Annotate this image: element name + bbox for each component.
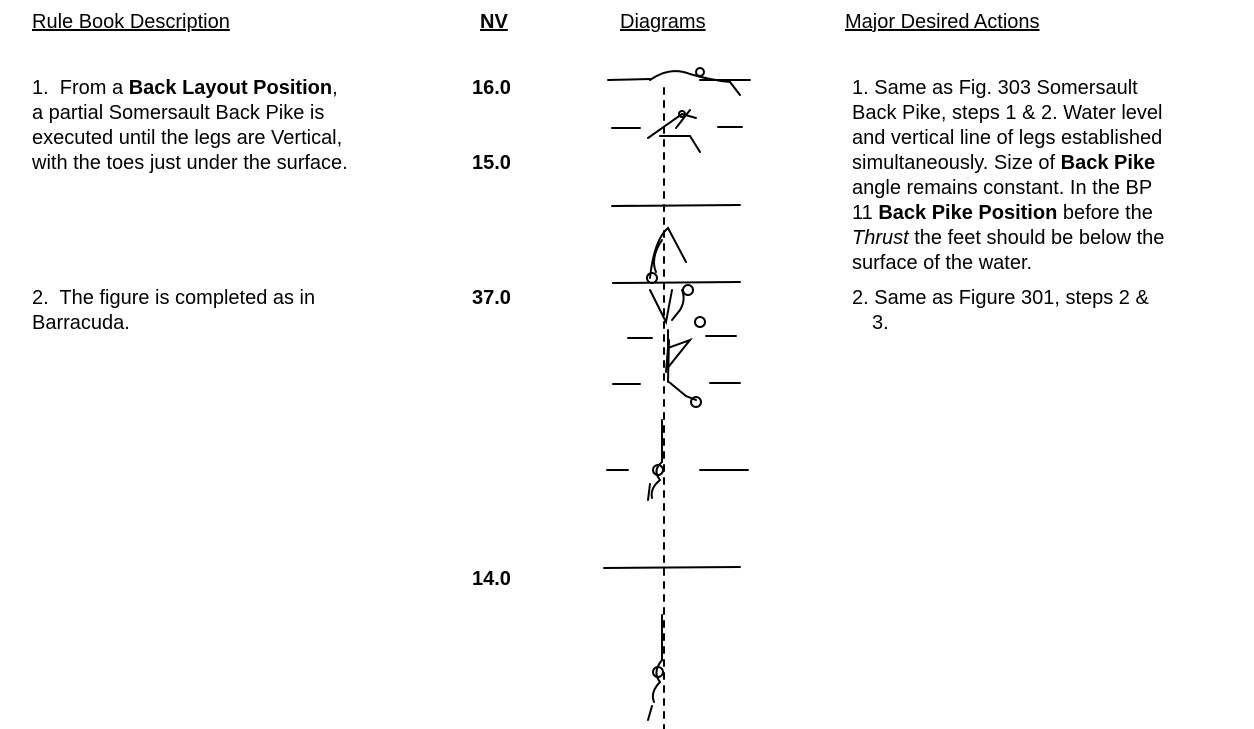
description-line: Barracuda.	[32, 311, 130, 335]
column-header: Diagrams	[620, 11, 706, 33]
text-run: Barracuda.	[32, 312, 130, 334]
text-run: a partial Somersault Back Pike is	[32, 102, 325, 124]
text-run: Thrust	[852, 227, 909, 249]
text-run: Back Pike, steps 1 & 2. Water level	[852, 102, 1163, 124]
text-run: surface of the water.	[852, 252, 1033, 274]
column-header: Rule Book Description	[32, 11, 230, 33]
text-run: before the	[1057, 202, 1153, 224]
text-run: with the toes just under the surface.	[32, 152, 348, 174]
figures	[646, 67, 741, 721]
action-line: surface of the water.	[852, 251, 1032, 275]
description-line: with the toes just under the surface.	[32, 151, 348, 175]
nv-value: 16.0	[472, 77, 511, 99]
column-header: Major Desired Actions	[845, 11, 1040, 33]
description-line: executed until the legs are Vertical,	[32, 126, 342, 150]
description-line: a partial Somersault Back Pike is	[32, 101, 324, 125]
action-line: Back Pike, steps 1 & 2. Water level	[852, 101, 1163, 125]
description-line: 1. From a Back Layout Position,	[32, 76, 338, 100]
water-lines	[603, 78, 751, 569]
action-line: 11 Back Pike Position before the	[852, 201, 1153, 225]
text-run: ,	[332, 77, 338, 99]
action-line: 3.	[872, 311, 889, 335]
nv-value: 15.0	[472, 152, 511, 174]
text-run: 2. Same as Figure 301, steps 2 &	[852, 287, 1149, 309]
text-run: the feet should be below the	[908, 227, 1165, 249]
text-run: Back Pike	[1060, 152, 1156, 174]
text-run: Back Layout Position	[128, 77, 333, 99]
text-run: 1. From a	[32, 77, 129, 99]
text-run: 11	[852, 202, 879, 224]
nv-value: 37.0	[472, 287, 511, 309]
text-run: 1. Same as Fig. 303 Somersault	[852, 77, 1138, 99]
text-run: 2. The figure is completed as in	[32, 287, 316, 309]
text-run: and vertical line of legs established	[852, 127, 1163, 149]
action-line: and vertical line of legs established	[852, 126, 1162, 150]
action-line: angle remains constant. In the BP	[852, 176, 1152, 200]
text-run: simultaneously. Size of	[852, 152, 1061, 174]
text-run: 3.	[872, 312, 889, 334]
column-header: NV	[480, 11, 508, 33]
text-run: angle remains constant. In the BP	[852, 177, 1153, 199]
action-line: simultaneously. Size of Back Pike	[852, 151, 1155, 175]
nv-value: 14.0	[472, 568, 511, 590]
action-line: 1. Same as Fig. 303 Somersault	[852, 76, 1138, 100]
text-run: Back Pike Position	[878, 202, 1058, 224]
action-line: Thrust the feet should be below the	[852, 226, 1164, 250]
description-line: 2. The figure is completed as in	[32, 286, 315, 310]
text-run: executed until the legs are Vertical,	[32, 127, 343, 149]
action-line: 2. Same as Figure 301, steps 2 &	[852, 286, 1149, 310]
